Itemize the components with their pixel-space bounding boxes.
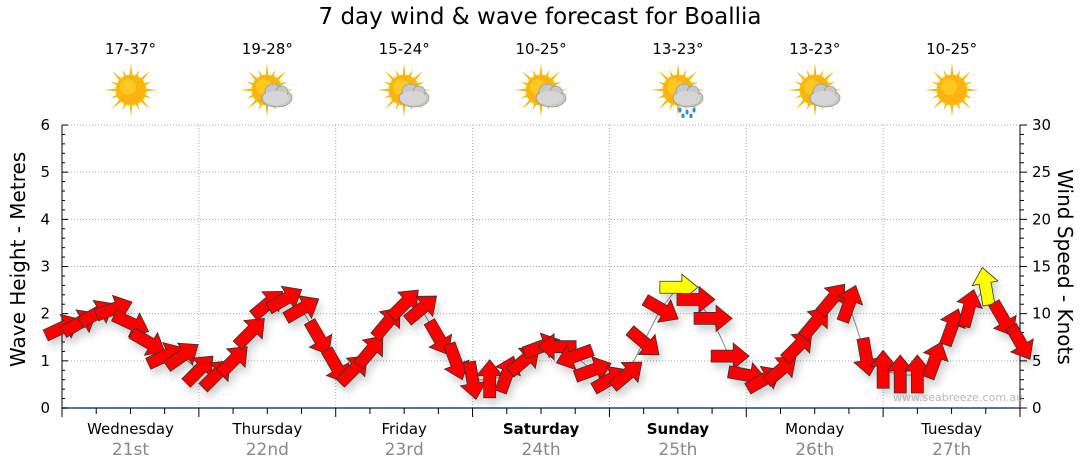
day-forecast: 13-23° bbox=[609, 40, 746, 122]
day-name: Friday bbox=[381, 420, 427, 438]
x-tick-label: Friday 23rd bbox=[336, 420, 473, 460]
y2-tick-label: 15 bbox=[1032, 258, 1051, 276]
day-date: 22nd bbox=[245, 440, 289, 460]
partly-cloudy-icon bbox=[336, 62, 473, 122]
x-tick-label: Wednesday 21st bbox=[62, 420, 199, 460]
day-forecast: 15-24° bbox=[336, 40, 473, 122]
day-forecast: 10-25° bbox=[473, 40, 610, 122]
wind-arrow bbox=[886, 354, 915, 394]
wind-arrow bbox=[903, 354, 932, 394]
temperature-range: 10-25° bbox=[926, 40, 978, 58]
y-tick-label: 2 bbox=[40, 305, 50, 323]
wind-arrow bbox=[232, 317, 265, 351]
day-date: 21st bbox=[111, 440, 150, 460]
y2-tick-label: 5 bbox=[1032, 352, 1042, 370]
day-forecast: 17-37° bbox=[62, 40, 199, 122]
wind-arrow bbox=[797, 307, 828, 342]
day-forecast: 10-25° bbox=[883, 40, 1020, 122]
wind-arrow bbox=[386, 289, 419, 322]
day-name: Wednesday bbox=[87, 420, 174, 438]
y2-tick-label: 25 bbox=[1032, 163, 1051, 181]
day-forecast: 19-28° bbox=[199, 40, 336, 122]
y2-tick-label: 0 bbox=[1032, 399, 1042, 417]
wind-arrow bbox=[353, 335, 384, 370]
x-tick-label: Thursday 22nd bbox=[199, 420, 336, 460]
day-name: Saturday bbox=[502, 420, 580, 438]
sun-icon bbox=[62, 62, 199, 122]
day-name: Tuesday bbox=[921, 420, 983, 438]
wind-arrow bbox=[762, 357, 797, 387]
day-date: 27th bbox=[932, 440, 972, 460]
wind-arrow bbox=[869, 349, 897, 389]
x-tick-label: Monday 26th bbox=[746, 420, 883, 460]
wind-arrow bbox=[780, 332, 813, 365]
y-tick-label: 1 bbox=[40, 352, 50, 370]
wind-arrow bbox=[676, 285, 716, 314]
y-axis-label: Wave Height - Metres bbox=[6, 151, 30, 367]
chart-title: 7 day wind & wave forecast for Boallia bbox=[318, 4, 762, 30]
wind-arrow bbox=[1005, 322, 1034, 360]
day-date: 26th bbox=[795, 440, 835, 460]
x-tick-label: Tuesday 27th bbox=[883, 420, 1020, 460]
y2-tick-label: 10 bbox=[1032, 305, 1051, 323]
wind-arrow bbox=[537, 332, 577, 361]
wind-arrow bbox=[988, 299, 1017, 337]
x-tick-label: Saturday 24th bbox=[473, 420, 610, 460]
y-tick-label: 5 bbox=[40, 163, 50, 181]
wind-arrow bbox=[971, 266, 999, 307]
temperature-range: 10-25° bbox=[515, 40, 567, 58]
day-date: 23rd bbox=[384, 440, 424, 460]
partly-cloudy-icon bbox=[746, 62, 883, 122]
partly-cloudy-icon bbox=[199, 62, 336, 122]
wind-arrow bbox=[608, 361, 643, 392]
wind-arrow bbox=[625, 325, 660, 356]
wind-arrow bbox=[956, 289, 983, 329]
wind-arrow bbox=[922, 341, 949, 381]
wind-arrow bbox=[693, 304, 733, 333]
wind-arrow bbox=[282, 295, 320, 324]
wind-arrow bbox=[555, 343, 595, 371]
wind-arrow bbox=[303, 318, 333, 356]
wind-arrow bbox=[163, 342, 199, 372]
y-tick-label: 0 bbox=[40, 399, 50, 417]
partly-cloudy-icon bbox=[473, 62, 610, 122]
rain-shower-icon bbox=[609, 62, 746, 122]
wind-arrow bbox=[641, 294, 679, 323]
day-name: Monday bbox=[785, 420, 845, 438]
day-name: Sunday bbox=[646, 420, 710, 438]
temperature-range: 13-23° bbox=[652, 40, 704, 58]
day-date: 25th bbox=[658, 440, 698, 460]
temperature-range: 15-24° bbox=[378, 40, 430, 58]
y2-tick-label: 20 bbox=[1032, 210, 1051, 228]
y2-tick-label: 30 bbox=[1032, 116, 1051, 134]
wind-arrow bbox=[475, 359, 504, 399]
y2-axis-label: Wind Speed - Knots bbox=[1053, 169, 1077, 365]
temperature-range: 13-23° bbox=[789, 40, 841, 58]
temperature-range: 19-28° bbox=[241, 40, 293, 58]
wind-arrow bbox=[265, 285, 303, 315]
day-name: Thursday bbox=[232, 420, 303, 438]
wind-arrow bbox=[181, 355, 214, 388]
day-forecast: 13-23° bbox=[746, 40, 883, 122]
wind-arrow bbox=[403, 295, 438, 326]
watermark: www.seabreeze.com.au bbox=[893, 391, 1024, 404]
y-tick-label: 4 bbox=[40, 210, 50, 228]
x-tick-label: Sunday 25th bbox=[609, 420, 746, 460]
wind-arrow bbox=[443, 341, 470, 381]
temperature-range: 17-37° bbox=[104, 40, 157, 58]
wind-arrow bbox=[128, 327, 166, 356]
wind-arrow bbox=[710, 342, 750, 370]
y-tick-label: 6 bbox=[40, 116, 50, 134]
y-tick-label: 3 bbox=[40, 258, 50, 276]
wind-arrow bbox=[572, 356, 612, 383]
sun-icon bbox=[883, 62, 1020, 122]
day-date: 24th bbox=[521, 440, 561, 460]
wind-arrow bbox=[459, 360, 487, 401]
wind-arrow bbox=[836, 284, 864, 324]
wind-arrow bbox=[215, 346, 248, 379]
